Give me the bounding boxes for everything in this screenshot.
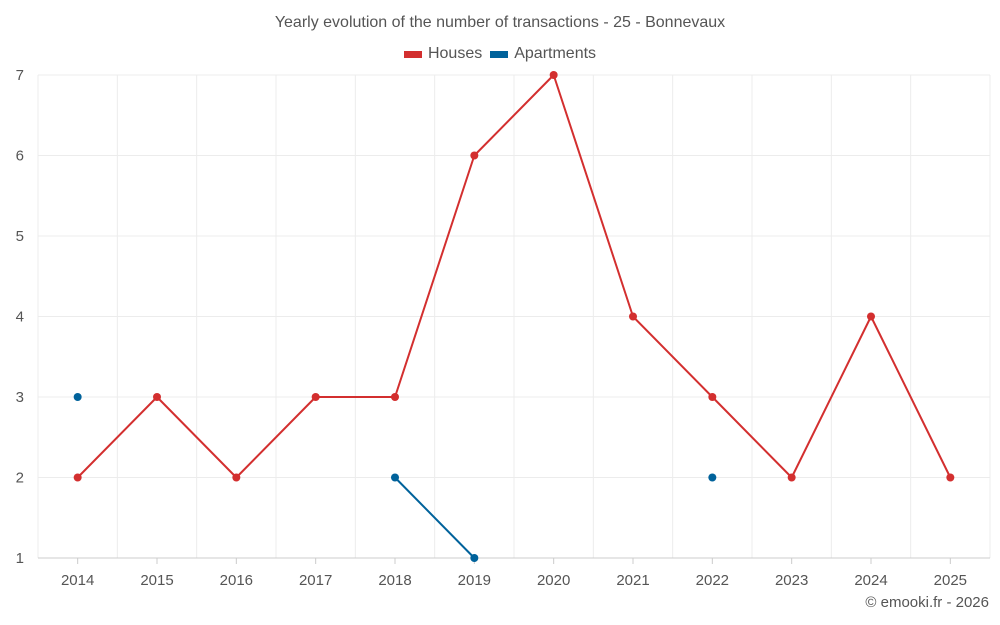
- y-tick-label: 3: [16, 389, 24, 406]
- legend-item-apartments[interactable]: Apartments: [490, 45, 596, 63]
- data-point-houses[interactable]: [470, 151, 479, 160]
- data-point-houses[interactable]: [549, 71, 558, 79]
- legend-label-houses: Houses: [427, 45, 483, 62]
- y-tick-label: 6: [16, 148, 24, 165]
- y-tick-label: 1: [16, 550, 24, 567]
- data-point-houses[interactable]: [311, 393, 320, 401]
- legend-swatch-houses: [403, 50, 422, 58]
- y-tick-label: 2: [16, 470, 24, 487]
- x-tick-label: 2022: [696, 572, 729, 589]
- data-point-houses[interactable]: [867, 312, 875, 321]
- data-point-houses[interactable]: [153, 393, 161, 401]
- x-tick-label: 2025: [934, 572, 967, 589]
- legend-swatch-apartments: [490, 50, 509, 58]
- data-point-apartments[interactable]: [391, 473, 399, 482]
- x-tick-label: 2018: [378, 572, 411, 589]
- data-point-houses[interactable]: [708, 393, 717, 401]
- legend-label-apartments: Apartments: [514, 45, 597, 62]
- x-tick-label: 2019: [458, 572, 491, 589]
- x-tick-label: 2024: [854, 572, 887, 589]
- x-tick-label: 2014: [61, 572, 94, 589]
- y-tick-label: 4: [16, 309, 24, 326]
- legend: Houses Apartments: [0, 45, 1000, 63]
- series-line-apartments: [394, 476, 476, 559]
- data-point-apartments[interactable]: [73, 393, 82, 401]
- data-point-houses[interactable]: [232, 473, 241, 482]
- x-tick-label: 2015: [140, 572, 173, 589]
- data-point-houses[interactable]: [946, 473, 955, 482]
- data-point-houses[interactable]: [787, 473, 796, 482]
- data-point-houses[interactable]: [391, 393, 399, 401]
- chart-title: Yearly evolution of the number of transa…: [274, 14, 726, 31]
- copyright-text: © emooki.fr - 2026: [865, 594, 989, 611]
- x-tick-label: 2017: [299, 572, 332, 589]
- x-tick-label: 2023: [775, 572, 808, 589]
- x-tick-label: 2020: [537, 572, 570, 589]
- legend-item-houses[interactable]: Houses: [403, 45, 483, 63]
- series-line-houses: [76, 74, 952, 479]
- data-point-houses[interactable]: [629, 312, 637, 321]
- y-tick-label: 7: [16, 67, 24, 84]
- data-point-apartments[interactable]: [470, 554, 479, 562]
- data-point-apartments[interactable]: [708, 473, 717, 482]
- data-point-houses[interactable]: [73, 473, 82, 482]
- x-tick-label: 2021: [616, 572, 649, 589]
- y-tick-label: 5: [16, 228, 24, 245]
- x-tick-label: 2016: [220, 572, 253, 589]
